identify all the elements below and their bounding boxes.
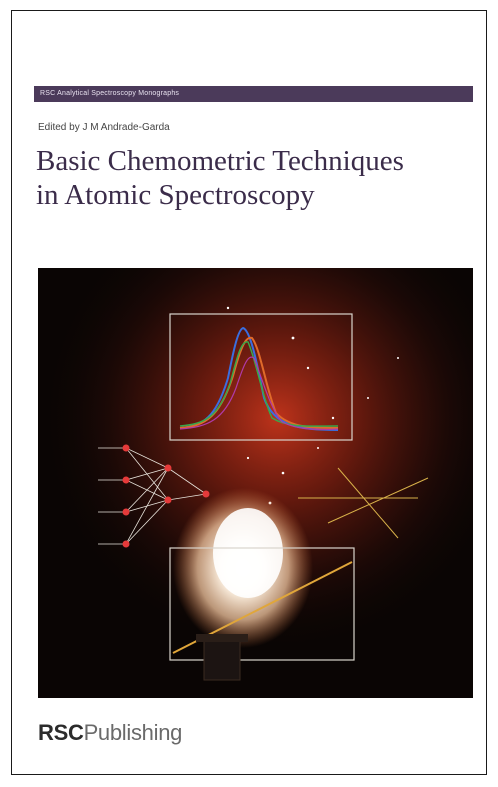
- series-banner: RSC Analytical Spectroscopy Monographs: [34, 86, 473, 102]
- series-label: RSC Analytical Spectroscopy Monographs: [40, 90, 180, 97]
- publisher-word: Publishing: [83, 720, 183, 745]
- flame-core: [213, 508, 283, 598]
- publisher-brand: RSC: [38, 720, 84, 745]
- burner-top: [196, 634, 248, 642]
- spectrum-plot-panel: [169, 313, 353, 441]
- publisher-logo: RSCPublishing: [38, 720, 182, 746]
- burner: [203, 639, 241, 681]
- editor-credit: Edited by J M Andrade-Garda: [38, 122, 170, 133]
- title-line-1: Basic Chemometric Techniques: [36, 145, 404, 177]
- regression-lines: [298, 467, 429, 539]
- network-nodes: [122, 444, 210, 548]
- title-line-2: in Atomic Spectroscopy: [36, 179, 315, 211]
- neural-network-diagram: [98, 447, 207, 545]
- cover-artwork: [38, 268, 473, 698]
- book-title: Basic Chemometric Techniques in Atomic S…: [36, 144, 476, 212]
